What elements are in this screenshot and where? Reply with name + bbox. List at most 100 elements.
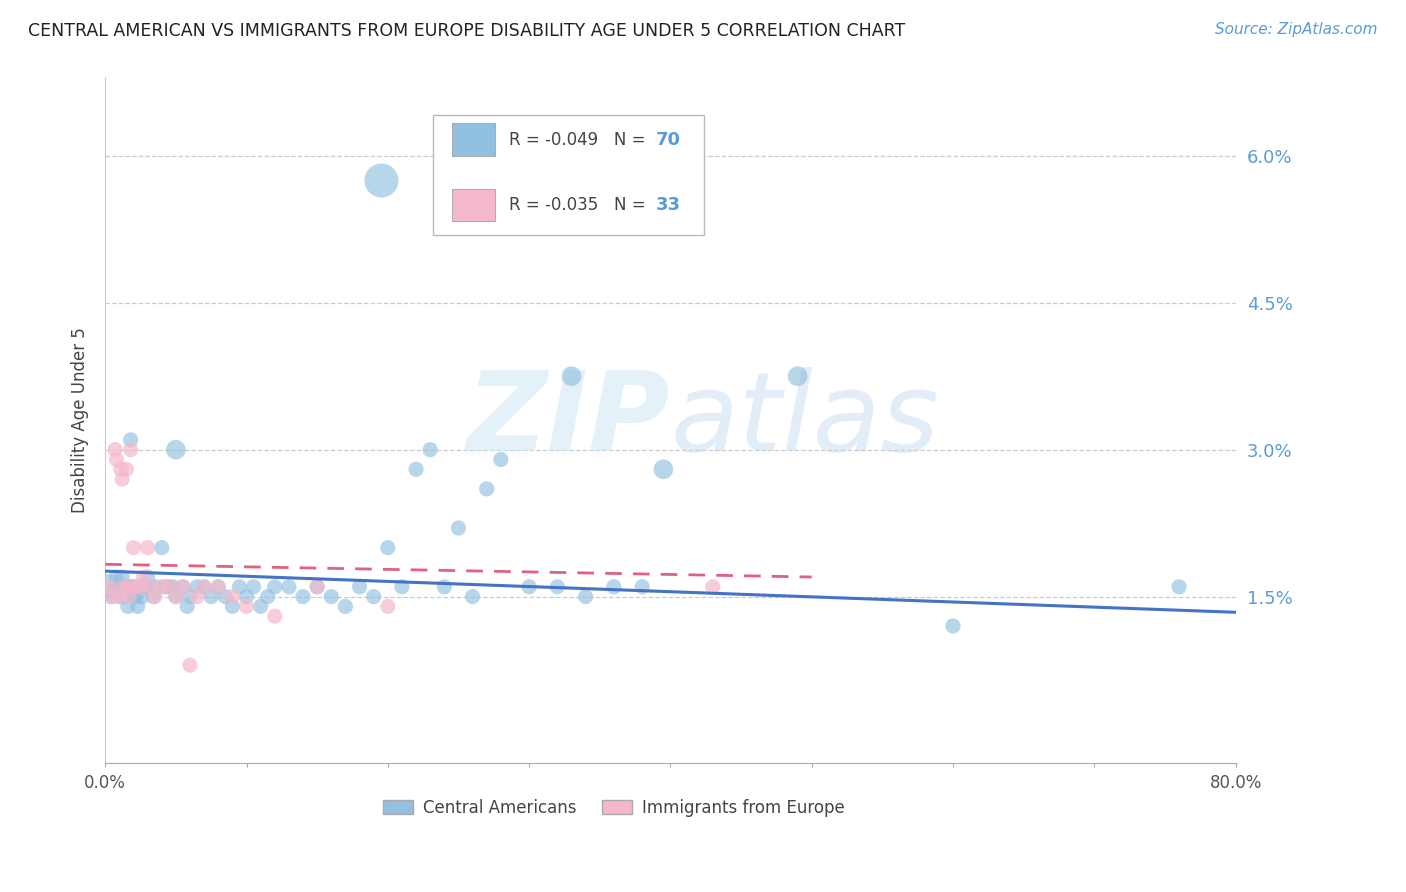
Text: CENTRAL AMERICAN VS IMMIGRANTS FROM EUROPE DISABILITY AGE UNDER 5 CORRELATION CH: CENTRAL AMERICAN VS IMMIGRANTS FROM EURO…: [28, 22, 905, 40]
Point: [122, 590, 145, 604]
Point: [139, 580, 162, 594]
Point: [207, 580, 229, 594]
Text: ZIP: ZIP: [467, 367, 671, 474]
FancyBboxPatch shape: [453, 123, 495, 156]
Point: [143, 590, 166, 604]
Point: [363, 590, 385, 604]
Point: [370, 173, 392, 187]
Point: [277, 580, 299, 594]
Point: [447, 521, 470, 535]
Legend: Central Americans, Immigrants from Europe: Central Americans, Immigrants from Europ…: [377, 792, 851, 823]
Point: [105, 452, 128, 467]
Point: [786, 369, 808, 384]
Point: [165, 442, 187, 457]
Point: [228, 580, 250, 594]
Point: [112, 580, 135, 594]
Point: [575, 590, 598, 604]
Text: R = -0.035   N =: R = -0.035 N =: [509, 196, 651, 214]
Point: [115, 462, 138, 476]
Point: [121, 580, 143, 594]
Point: [263, 580, 285, 594]
Point: [391, 580, 413, 594]
Point: [125, 580, 148, 594]
Point: [100, 590, 122, 604]
Point: [702, 580, 724, 594]
Point: [108, 590, 131, 604]
Point: [127, 599, 149, 614]
Point: [129, 580, 152, 594]
Point: [221, 599, 243, 614]
Point: [122, 541, 145, 555]
Point: [200, 590, 222, 604]
Point: [101, 590, 124, 604]
Point: [110, 462, 132, 476]
Point: [150, 541, 173, 555]
Point: [165, 590, 187, 604]
Point: [117, 599, 139, 614]
Point: [104, 442, 127, 457]
Point: [176, 599, 198, 614]
Text: 33: 33: [655, 196, 681, 214]
Point: [105, 570, 128, 584]
Point: [652, 462, 675, 476]
Point: [157, 580, 180, 594]
Point: [292, 590, 315, 604]
Point: [118, 590, 141, 604]
Point: [179, 658, 201, 673]
Point: [136, 541, 159, 555]
Point: [377, 541, 399, 555]
Point: [157, 580, 180, 594]
Point: [489, 452, 512, 467]
Point: [111, 472, 134, 486]
FancyBboxPatch shape: [453, 188, 495, 221]
Point: [307, 580, 329, 594]
Point: [125, 590, 148, 604]
Point: [165, 590, 187, 604]
Point: [321, 590, 343, 604]
Point: [172, 580, 194, 594]
Point: [129, 580, 152, 594]
Point: [307, 580, 329, 594]
Point: [235, 599, 257, 614]
Point: [114, 590, 136, 604]
Point: [103, 584, 125, 599]
Point: [179, 590, 201, 604]
Point: [1168, 580, 1191, 594]
Point: [207, 580, 229, 594]
Text: Source: ZipAtlas.com: Source: ZipAtlas.com: [1215, 22, 1378, 37]
Point: [117, 580, 139, 594]
Point: [162, 580, 184, 594]
Point: [603, 580, 626, 594]
Point: [631, 580, 654, 594]
Point: [335, 599, 357, 614]
Point: [97, 580, 120, 594]
Point: [214, 590, 236, 604]
Point: [249, 599, 271, 614]
Point: [107, 580, 129, 594]
Point: [139, 580, 162, 594]
Point: [349, 580, 371, 594]
Text: R = -0.049   N =: R = -0.049 N =: [509, 131, 651, 149]
Point: [172, 580, 194, 594]
Point: [120, 442, 142, 457]
Point: [132, 570, 155, 584]
Point: [235, 590, 257, 604]
Point: [405, 462, 427, 476]
Point: [221, 590, 243, 604]
Point: [124, 580, 146, 594]
Point: [560, 369, 582, 384]
Point: [104, 580, 127, 594]
Text: atlas: atlas: [671, 367, 939, 474]
Point: [131, 590, 153, 604]
FancyBboxPatch shape: [433, 115, 704, 235]
Point: [242, 580, 264, 594]
Point: [118, 580, 141, 594]
Point: [153, 580, 176, 594]
Point: [433, 580, 456, 594]
Point: [475, 482, 498, 496]
Point: [193, 580, 215, 594]
Y-axis label: Disability Age Under 5: Disability Age Under 5: [72, 327, 89, 513]
Point: [256, 590, 278, 604]
Point: [377, 599, 399, 614]
Point: [263, 609, 285, 624]
